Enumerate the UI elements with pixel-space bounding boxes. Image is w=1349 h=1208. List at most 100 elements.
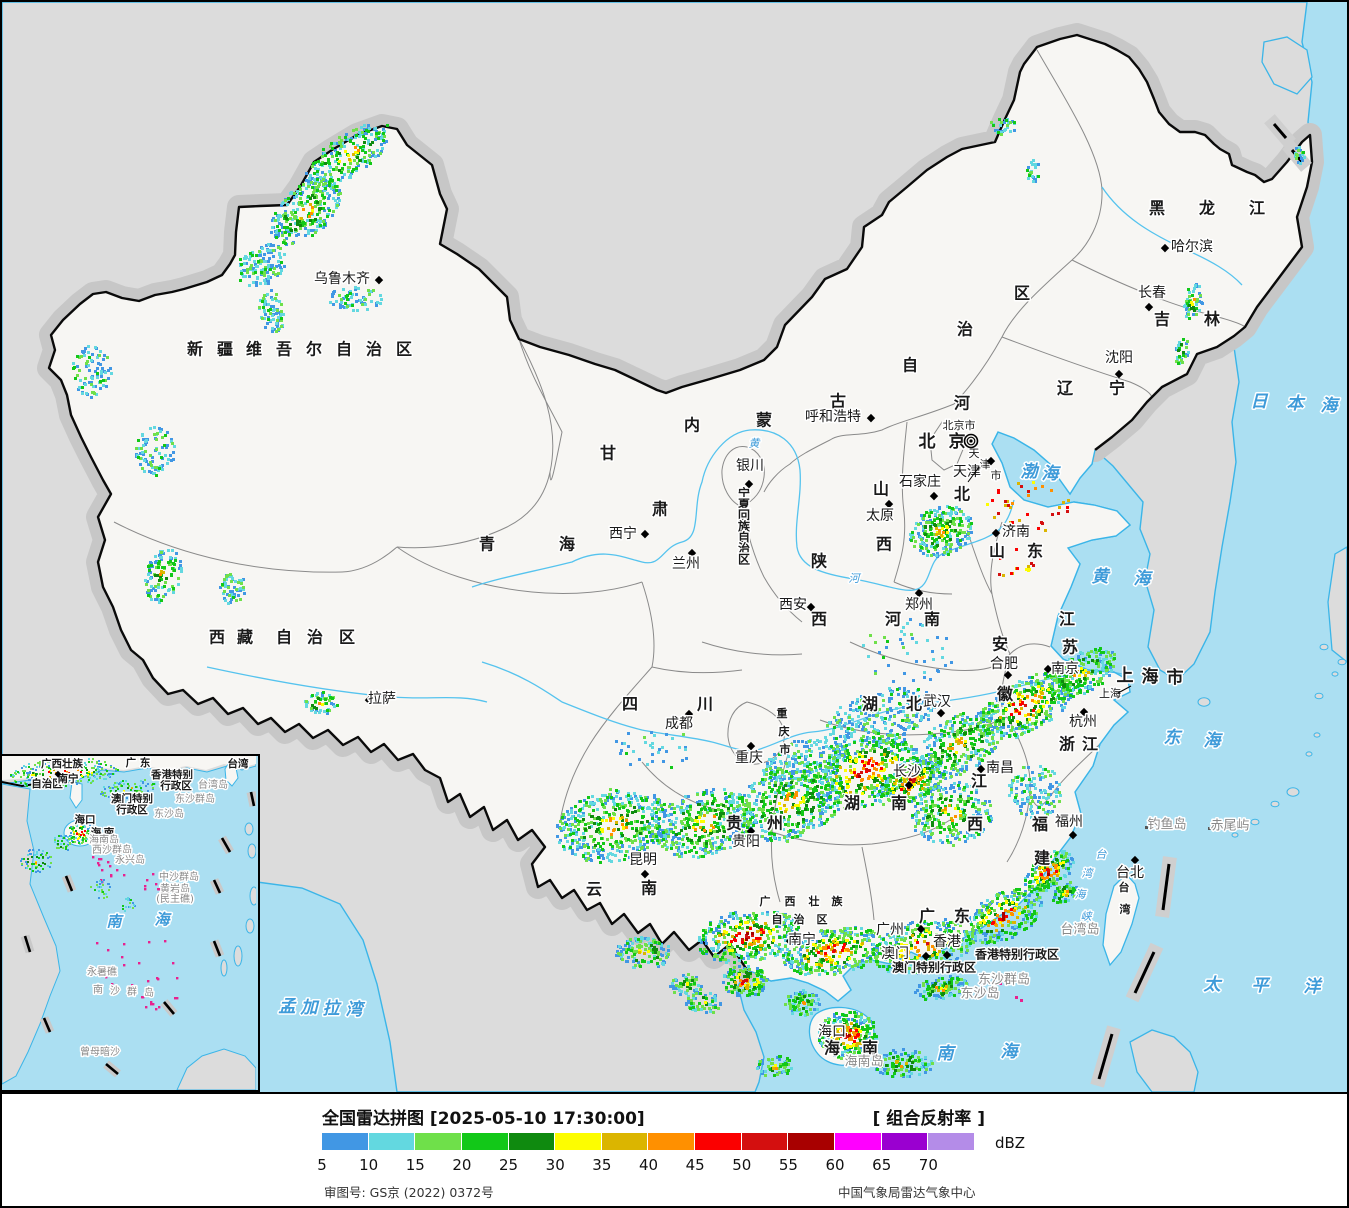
city-label: 长沙 bbox=[893, 764, 921, 780]
tick-15: 15 bbox=[405, 1156, 425, 1174]
city-label: 合肥 bbox=[990, 656, 1018, 672]
colorbar-swatch-20 bbox=[461, 1133, 508, 1150]
colorbar-swatch-35 bbox=[601, 1133, 648, 1150]
city-marker: ◆ bbox=[688, 546, 697, 559]
province-label: 治 bbox=[957, 320, 973, 339]
inset-island bbox=[249, 886, 259, 906]
province-label: 川 bbox=[696, 695, 713, 714]
city-label: 澳门 bbox=[881, 946, 909, 962]
city-label: 拉萨 bbox=[368, 691, 396, 707]
province-label: 贵 bbox=[726, 814, 742, 833]
province-label: 古 bbox=[830, 392, 846, 411]
city-marker: ◆ bbox=[641, 867, 650, 880]
city-marker: ◆ bbox=[917, 922, 926, 935]
approval-number: 审图号: GS京 (2022) 0372号 bbox=[324, 1185, 494, 1200]
province-label: 维 bbox=[246, 340, 262, 359]
municipality-label: 上 bbox=[1117, 666, 1134, 686]
province-label: 甘 bbox=[600, 444, 616, 463]
inset-label: 行政区 bbox=[159, 779, 192, 792]
inset-sea-label: 海 bbox=[154, 911, 172, 929]
city-marker: ◆ bbox=[641, 527, 650, 540]
inset-island-label: 群 bbox=[127, 985, 137, 998]
city-marker: ◆ bbox=[992, 526, 1001, 539]
inset-island-label: 台湾岛 bbox=[198, 778, 228, 791]
province-boundaries bbox=[113, 49, 1246, 921]
province-label: 蒙 bbox=[756, 411, 772, 430]
inset-label: 南 bbox=[104, 826, 115, 839]
inset-label: 海口 bbox=[75, 813, 96, 826]
province-label: 黑 bbox=[1149, 199, 1165, 218]
sea-label-small: 峡 bbox=[1081, 910, 1094, 923]
label-layer: 黑龙江吉 林辽 宁内 蒙古自治区新疆维吾尔自治区西藏自治区青 海甘肃陕西山西河北山 东河南… bbox=[185, 197, 1342, 1071]
city-marker: ◆ bbox=[885, 497, 894, 510]
city-label: 太原 bbox=[866, 508, 894, 524]
province-label-small: 西 bbox=[785, 895, 796, 908]
city-label: 南昌 bbox=[986, 760, 1014, 776]
tick-30: 30 bbox=[545, 1156, 565, 1174]
island-label: 东沙岛 bbox=[960, 986, 999, 1002]
inset-china bbox=[2, 756, 256, 782]
province-label: 徽 bbox=[996, 685, 1014, 704]
inset-island-label: 海南岛 bbox=[89, 833, 119, 846]
city-label: 济南 bbox=[1002, 524, 1030, 540]
colorbar-swatch-70 bbox=[928, 1133, 974, 1150]
city-marker: ◆ bbox=[937, 706, 946, 719]
island-label: 台湾岛 bbox=[1060, 922, 1099, 938]
province-label-small: 澳门特别行政区 bbox=[892, 960, 976, 975]
province-label: 区 bbox=[396, 340, 412, 359]
province-label-small: 广 bbox=[760, 894, 771, 908]
sea-label: 海 bbox=[1321, 396, 1341, 416]
inset-label: 广 东 bbox=[126, 756, 151, 769]
city-marker: ◆ bbox=[922, 949, 931, 962]
city-marker: ◆ bbox=[1080, 705, 1089, 718]
province-label: 云 bbox=[586, 880, 602, 899]
province-label: 区 bbox=[339, 628, 355, 647]
city-marker: ◆ bbox=[747, 824, 756, 837]
province-label: 南 bbox=[862, 1039, 878, 1058]
municipality-label: 市 bbox=[1167, 667, 1184, 688]
province-label: 自 bbox=[336, 340, 352, 359]
agency-credit: 中国气象局雷达气象中心 bbox=[838, 1185, 976, 1200]
colorbar-swatch-60 bbox=[835, 1133, 881, 1150]
sea-label: 拉 bbox=[323, 999, 343, 1019]
city-marker: ◆ bbox=[1004, 668, 1013, 681]
city-label: 西宁 bbox=[609, 525, 637, 542]
annotation-label: 市 bbox=[991, 468, 1002, 482]
ryukyu-islands bbox=[1197, 643, 1347, 838]
province-label: 西 bbox=[209, 628, 225, 647]
colorbar-swatch-5 bbox=[322, 1133, 368, 1150]
colorbar-swatch-10 bbox=[368, 1133, 415, 1150]
province-label: 江 bbox=[1082, 735, 1098, 754]
city-label: 郑州 bbox=[905, 597, 933, 613]
city-marker: ◆ bbox=[930, 489, 939, 502]
province-label-small: 自 bbox=[738, 530, 750, 545]
city-label: 贵阳 bbox=[732, 834, 760, 850]
city-marker: ◆ bbox=[1069, 828, 1078, 841]
annotation-label: 上海 bbox=[1099, 686, 1121, 700]
province-label: 北 bbox=[906, 695, 922, 714]
city-label: 昆明 bbox=[629, 852, 657, 868]
inset-nine-dash-line bbox=[20, 791, 259, 1078]
city-marker: ◆ bbox=[905, 778, 914, 791]
province-label: 苏 bbox=[1062, 638, 1078, 657]
province-label: 新 bbox=[187, 340, 203, 359]
inset-taiwan bbox=[224, 763, 239, 787]
province-label: 安 bbox=[992, 635, 1008, 654]
province-label: 内 bbox=[684, 416, 700, 435]
sea-label: 平 bbox=[1252, 976, 1271, 996]
city-label: 重庆 bbox=[735, 750, 763, 766]
province-label: 西 bbox=[876, 535, 892, 554]
city-marker: ◆ bbox=[1115, 367, 1124, 380]
city-label: 台北 bbox=[1116, 865, 1144, 881]
province-label: 海 bbox=[559, 535, 575, 554]
province-label: 河 bbox=[885, 610, 901, 629]
province-label: 自 bbox=[902, 356, 918, 375]
tick-5: 5 bbox=[317, 1156, 327, 1174]
inset-label: 南宁 bbox=[58, 772, 79, 785]
inset-island-label: 西沙群岛 bbox=[92, 843, 132, 856]
inset-island-label: (民主礁) bbox=[156, 892, 194, 905]
inset-island-label: 曾母暗沙 bbox=[80, 1045, 120, 1058]
inset-sea-label: 南 bbox=[106, 913, 124, 931]
province-label: 治 bbox=[366, 340, 382, 359]
province-label-small: 区 bbox=[817, 913, 828, 926]
